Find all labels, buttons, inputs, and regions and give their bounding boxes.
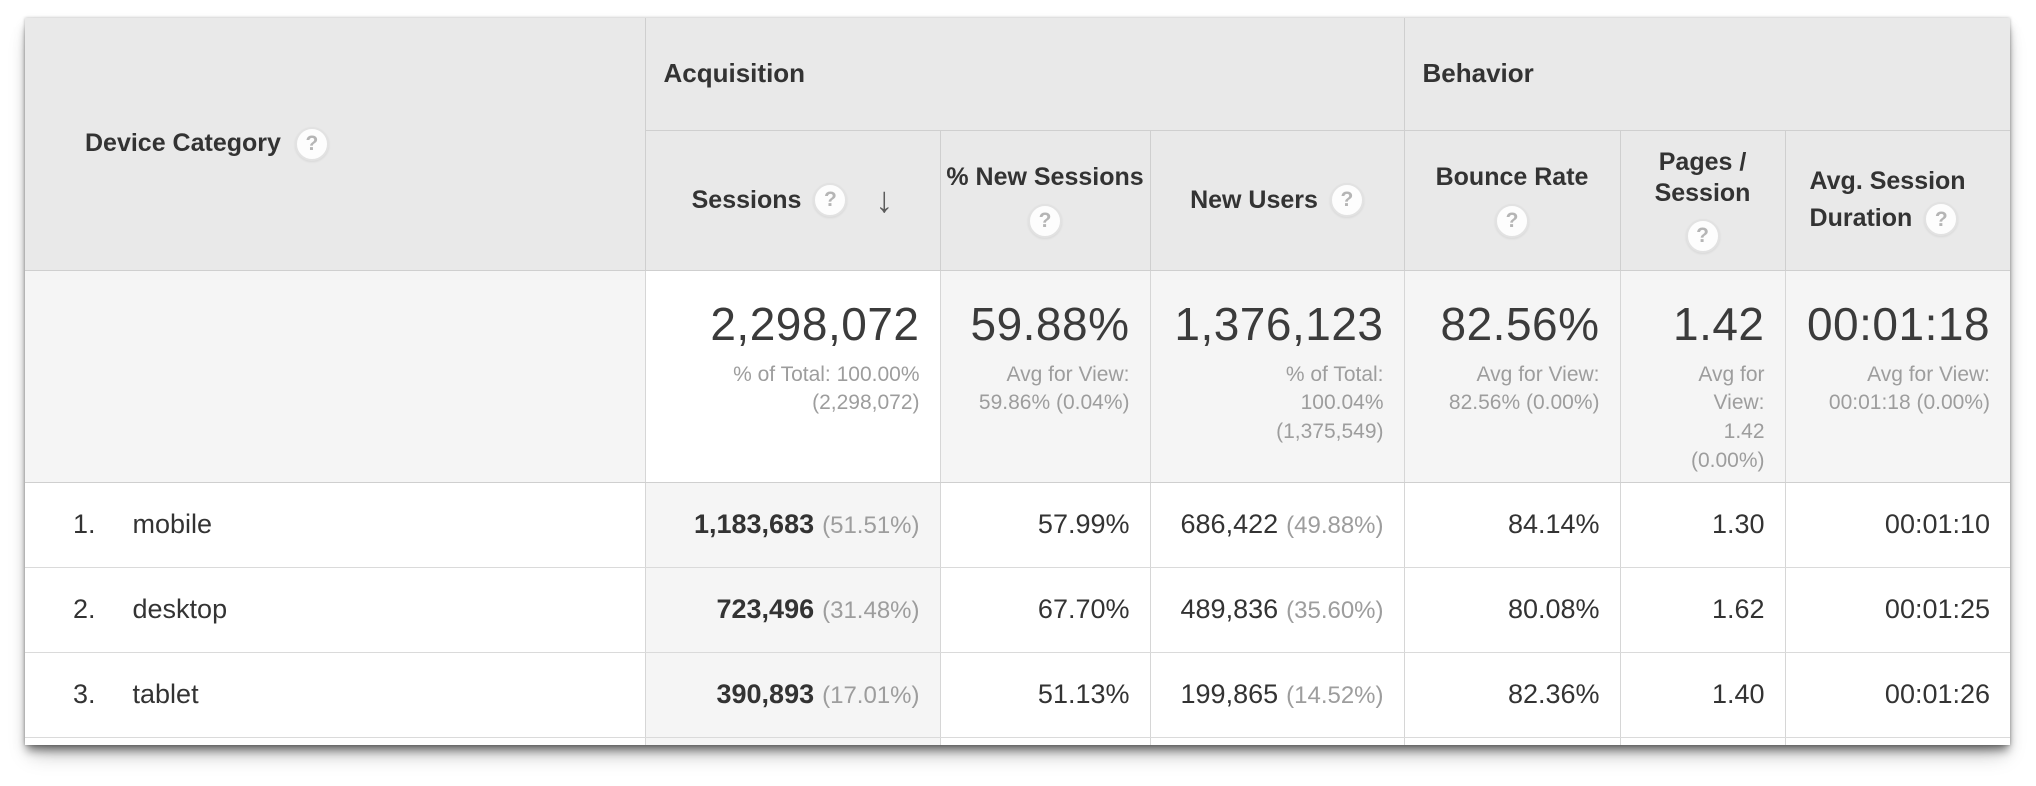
pages-per-session-total: 1.42 (1672, 297, 1765, 350)
help-icon[interactable]: ? (1329, 183, 1364, 217)
column-header-bounce-rate[interactable]: Bounce Rate ? (1403, 130, 1621, 271)
new-users-cell: 489,836 (35.60%) (1149, 567, 1405, 653)
pct-new-sessions-total-note: Avg for View: 59.86% (0.04%) (978, 362, 1130, 415)
help-icon[interactable]: ? (1495, 203, 1530, 238)
column-header-pct-new-sessions[interactable]: % New Sessions ? (939, 130, 1150, 271)
pages-per-session-cell: 1.40 (1619, 652, 1786, 738)
new-users-label: New Users (1190, 185, 1318, 214)
pages-per-session-total-note: Avg for View: 1.42 (0.00%) (1690, 362, 1765, 473)
device-cell: 1. mobile (25, 482, 645, 568)
totals-new-users-cell: 1,376,123 % of Total: 100.04% (1,375,549… (1149, 270, 1405, 483)
device-category-table: Device Category ? Acquisition Behavior S… (25, 18, 2010, 745)
new-users-total-note: % of Total: 100.04% (1,375,549) (1276, 362, 1384, 444)
help-icon[interactable]: ? (294, 126, 329, 161)
pages-per-session-cell: 1.62 (1619, 567, 1786, 653)
totals-bounce-rate-cell: 82.56% Avg for View: 82.56% (0.00%) (1403, 270, 1621, 483)
totals-device-cell (25, 270, 645, 483)
column-header-pages-per-session[interactable]: Pages / Session ? (1619, 130, 1786, 271)
help-icon[interactable]: ? (1028, 203, 1062, 238)
help-icon[interactable]: ? (1924, 202, 1959, 237)
table-row-mobile: 1. mobile 1,183,683 (51.51%) 57.99% 686,4… (25, 482, 2010, 568)
sessions-cell: 723,496 (31.48%) (644, 567, 940, 653)
new-users-cell: 686,422 (49.88%) (1149, 482, 1405, 568)
bounce-rate-cell: 84.14% (1403, 482, 1621, 568)
avg-session-duration-label: Avg. Session Duration (1809, 166, 1966, 233)
sessions-total-note: % of Total: 100.00% (2,298,072) (733, 362, 920, 415)
device-name: desktop (132, 594, 228, 624)
avg-session-duration-cell: 00:01:26 (1784, 652, 2010, 738)
avg-session-duration-cell: 00:01:25 (1784, 567, 2010, 653)
analytics-table-panel: Device Category ? Acquisition Behavior S… (25, 18, 2010, 745)
totals-avg-session-duration-cell: 00:01:18 Avg for View: 00:01:18 (0.00%) (1784, 270, 2010, 483)
group-header-acquisition: Acquisition (644, 18, 1405, 131)
device-cell: 2. desktop (25, 567, 645, 653)
device-name: tablet (132, 679, 199, 709)
device-cell: 3. tablet (25, 652, 645, 738)
pct-new-sessions-label: % New Sessions (946, 163, 1144, 192)
column-header-new-users[interactable]: New Users ? (1149, 130, 1405, 271)
row-rank: 1. (73, 509, 96, 539)
sessions-label: Sessions (691, 185, 802, 214)
pct-new-sessions-total: 59.88% (970, 297, 1130, 350)
new-users-share: (14.52%) (1286, 682, 1384, 709)
totals-pct-new-sessions-cell: 59.88% Avg for View: 59.86% (0.04%) (939, 270, 1150, 483)
bounce-rate-cell: 80.08% (1403, 567, 1621, 653)
pages-per-session-label: Pages / Session (1654, 147, 1751, 207)
table-row-desktop: 2. desktop 723,496 (31.48%) 67.70% 489,83… (25, 567, 2010, 653)
bounce-rate-cell: 82.36% (1403, 652, 1621, 738)
table-row-tablet: 3. tablet 390,893 (17.01%) 51.13% 199,865… (25, 652, 2010, 738)
totals-row: 2,298,072 % of Total: 100.00% (2,298,072… (25, 270, 2010, 483)
new-users-share: (35.60%) (1286, 597, 1384, 624)
column-header-avg-session-duration[interactable]: Avg. Session Duration? (1784, 130, 2010, 271)
metric-header-row: Sessions ? ↓ % New Sessions ? New Users … (25, 130, 2010, 271)
sessions-share: (31.48%) (822, 597, 920, 624)
bounce-rate-total-note: Avg for View: 82.56% (0.00%) (1448, 362, 1600, 415)
bounce-rate-label: Bounce Rate (1435, 163, 1589, 192)
device-name: mobile (132, 509, 213, 539)
totals-pages-per-session-cell: 1.42 Avg for View: 1.42 (0.00%) (1619, 270, 1786, 483)
device-category-label: Device Category (85, 129, 281, 158)
avg-session-duration-cell: 00:01:10 (1784, 482, 2010, 568)
column-header-device-category[interactable]: Device Category ? (25, 18, 645, 271)
group-header-behavior: Behavior (1403, 18, 2010, 131)
new-users-cell: 199,865 (14.52%) (1149, 652, 1405, 738)
new-users-total: 1,376,123 (1174, 297, 1384, 350)
help-icon[interactable]: ? (813, 183, 848, 217)
pct-new-sessions-cell: 67.70% (939, 567, 1150, 653)
help-icon[interactable]: ? (1685, 219, 1720, 254)
row-rank: 2. (73, 594, 96, 624)
pct-new-sessions-cell: 51.13% (939, 652, 1150, 738)
sessions-cell: 1,183,683 (51.51%) (644, 482, 940, 568)
sessions-share: (17.01%) (822, 682, 920, 709)
column-header-sessions[interactable]: Sessions ? ↓ (644, 130, 940, 271)
sort-descending-icon: ↓ (875, 179, 894, 220)
avg-session-duration-total: 00:01:18 (1806, 297, 1991, 350)
row-rank: 3. (73, 679, 96, 709)
totals-sessions-cell: 2,298,072 % of Total: 100.00% (2,298,072… (644, 270, 940, 483)
sessions-share: (51.51%) (822, 512, 920, 539)
sessions-cell: 390,893 (17.01%) (644, 652, 940, 738)
sessions-total: 2,298,072 (710, 297, 920, 350)
pct-new-sessions-cell: 57.99% (939, 482, 1150, 568)
cutoff-row (25, 737, 2010, 745)
avg-session-duration-total-note: Avg for View: 00:01:18 (0.00%) (1828, 362, 1991, 415)
new-users-share: (49.88%) (1286, 512, 1384, 539)
pages-per-session-cell: 1.30 (1619, 482, 1786, 568)
bounce-rate-total: 82.56% (1440, 297, 1600, 350)
group-header-row: Device Category ? Acquisition Behavior (25, 18, 2010, 271)
